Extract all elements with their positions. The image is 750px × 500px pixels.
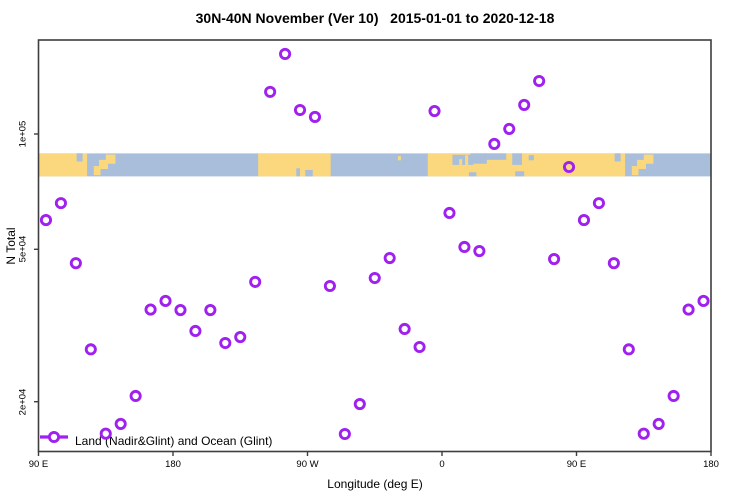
x-tick-label: 180 — [165, 459, 181, 470]
data-point — [488, 137, 501, 150]
legend-circle — [47, 430, 61, 444]
data-point — [383, 251, 396, 265]
data-point — [577, 214, 591, 227]
data-point — [652, 417, 665, 430]
x-tick-label: 90 E — [28, 459, 49, 470]
data-point — [637, 427, 650, 440]
data-point — [368, 271, 381, 285]
sea-patch — [468, 172, 477, 177]
data-point — [249, 275, 262, 288]
sea-patch — [512, 153, 522, 165]
x-tick-label: 90 E — [566, 459, 587, 470]
data-point — [518, 98, 531, 111]
data-point — [338, 427, 351, 441]
plot-box — [37, 39, 712, 453]
data-point — [279, 47, 292, 61]
sea-patch — [76, 153, 83, 162]
data-point — [39, 214, 53, 227]
data-point — [607, 257, 620, 270]
chart-title: 30N-40N November (Ver 10) 2015-01-01 to … — [195, 10, 555, 26]
sea-patch — [515, 171, 525, 177]
sea-patch — [305, 169, 313, 177]
map-strip — [38, 153, 711, 177]
data-point — [234, 331, 247, 344]
data-point — [144, 303, 157, 316]
x-tick-label: 180 — [703, 459, 719, 470]
data-point — [174, 304, 187, 317]
x-axis-title: Longitude (deg E) — [327, 477, 423, 491]
data-point — [562, 160, 576, 174]
data-point — [204, 304, 217, 317]
island-segment — [465, 155, 469, 165]
data-point — [398, 322, 411, 336]
sea-patch — [483, 153, 507, 160]
x-tick-label: 0 — [439, 459, 445, 470]
sea-patch — [470, 153, 487, 164]
data-point — [533, 74, 546, 88]
data-point — [159, 294, 172, 308]
island-segment — [105, 154, 116, 164]
legend-label: Land (Nadir&Glint) and Ocean (Glint) — [75, 434, 273, 448]
data-points — [39, 47, 710, 441]
sea-patch — [528, 155, 534, 161]
data-point — [458, 240, 471, 254]
data-point — [308, 110, 322, 123]
data-point — [189, 324, 202, 338]
data-point — [323, 279, 336, 293]
data-point — [54, 197, 67, 210]
data-point — [353, 398, 366, 411]
data-point — [473, 245, 486, 258]
legend-marker — [40, 430, 68, 444]
island-segment — [631, 166, 639, 176]
data-point — [622, 343, 635, 356]
sea-patch — [614, 153, 621, 162]
island-segment — [459, 159, 463, 165]
sea-patch — [452, 154, 474, 165]
data-point — [697, 294, 710, 308]
sea-patch — [296, 168, 301, 177]
data-point — [84, 343, 97, 356]
island-segment — [397, 156, 401, 161]
data-point — [69, 257, 82, 270]
data-point — [114, 417, 127, 430]
data-point — [443, 206, 456, 220]
data-point — [129, 389, 142, 403]
data-point — [503, 122, 516, 135]
island-segment — [93, 166, 101, 176]
island-segment — [637, 159, 646, 170]
land-segment — [258, 153, 331, 177]
data-point — [293, 103, 307, 117]
data-point — [667, 389, 680, 403]
island-segment — [99, 159, 108, 170]
data-point — [682, 303, 695, 316]
land-segment — [38, 153, 88, 177]
data-point — [413, 340, 426, 354]
x-tick-label: 90 W — [296, 459, 319, 470]
data-point — [264, 85, 277, 98]
data-point — [548, 253, 561, 266]
plot-frame — [34, 39, 712, 456]
data-point — [99, 427, 112, 440]
data-point — [428, 104, 441, 118]
data-point — [219, 336, 232, 350]
island-segment — [643, 154, 654, 164]
data-point — [592, 197, 605, 210]
